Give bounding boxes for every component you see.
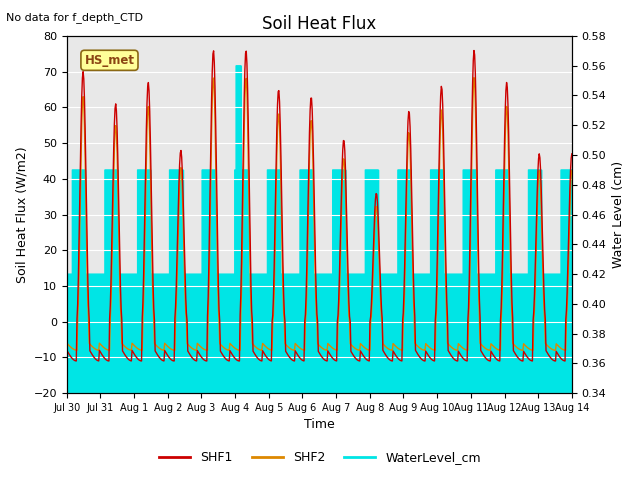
Title: Soil Heat Flux: Soil Heat Flux xyxy=(262,15,376,33)
X-axis label: Time: Time xyxy=(304,419,335,432)
Legend: SHF1, SHF2, WaterLevel_cm: SHF1, SHF2, WaterLevel_cm xyxy=(154,446,486,469)
Text: HS_met: HS_met xyxy=(84,54,134,67)
Text: No data for f_depth_CTD: No data for f_depth_CTD xyxy=(6,12,143,23)
Y-axis label: Soil Heat Flux (W/m2): Soil Heat Flux (W/m2) xyxy=(15,146,28,283)
Y-axis label: Water Level (cm): Water Level (cm) xyxy=(612,161,625,268)
